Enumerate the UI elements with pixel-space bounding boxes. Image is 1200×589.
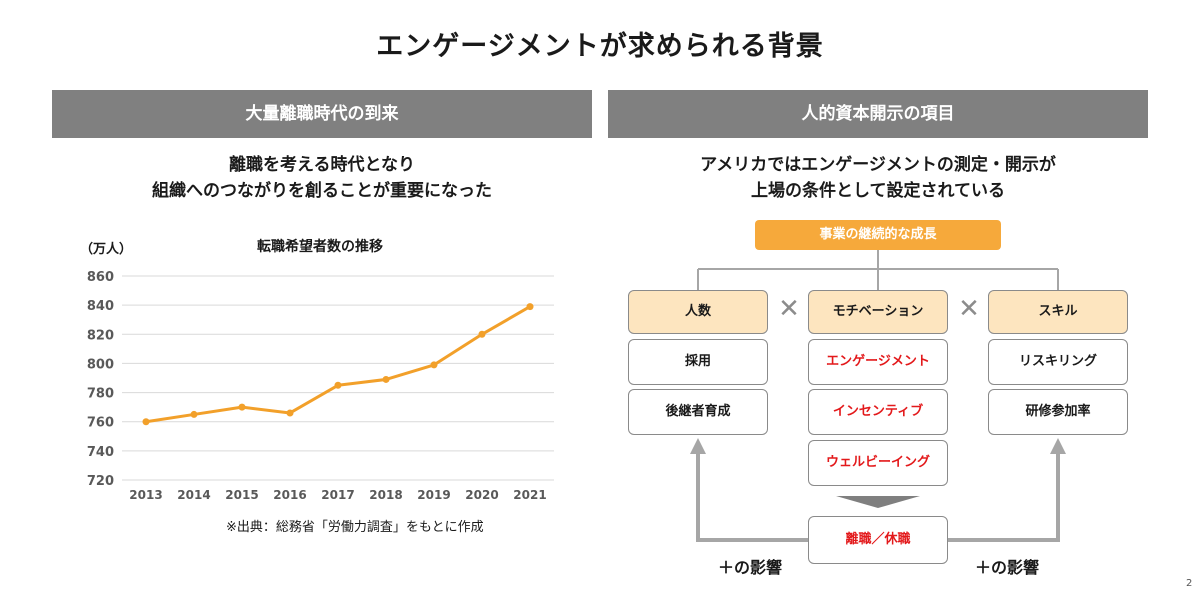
data-point [238, 403, 246, 411]
feedback-arrow-right [948, 452, 1060, 542]
head-headcount: 人数 [628, 290, 768, 334]
left-lead-line-2: 組織へのつながりを創ることが重要になった [152, 181, 492, 201]
chart-y-unit: （万人） [80, 242, 133, 257]
item-succession: 後継者育成 [628, 389, 768, 435]
y-tick-label: 860 [87, 270, 114, 285]
times-icon: ✕ [778, 294, 800, 324]
y-tick-label: 820 [87, 328, 114, 343]
effect-label-left: ＋の影響 [718, 558, 783, 577]
chart-source: ※出典：総務省「労働力調査」をもとに作成 [226, 520, 484, 535]
data-point [430, 361, 438, 369]
head-motivation: モチベーション [808, 290, 948, 334]
item-incentive: インセンティブ [808, 389, 948, 435]
data-point [478, 330, 486, 338]
right-lead-text: アメリカではエンゲージメントの測定・開示が 上場の条件として設定されている [608, 152, 1148, 204]
y-tick-label: 740 [87, 445, 114, 460]
y-tick-label: 760 [87, 416, 114, 431]
y-tick-label: 780 [87, 387, 114, 402]
x-tick-label: 2018 [369, 488, 402, 502]
head-skill: スキル [988, 290, 1128, 334]
item-engagement: エンゲージメント [808, 339, 948, 385]
x-tick-label: 2019 [417, 488, 450, 502]
y-tick-label: 720 [87, 474, 114, 489]
right-lead-line-1: アメリカではエンゲージメントの測定・開示が [700, 155, 1056, 175]
item-wellbeing: ウェルビーイング [808, 440, 948, 486]
feedback-arrow-left [696, 452, 808, 542]
right-section-header: 人的資本開示の項目 [608, 90, 1148, 138]
y-tick-label: 800 [87, 357, 114, 372]
x-tick-label: 2020 [465, 488, 498, 502]
arrowhead-right-icon [1050, 438, 1066, 454]
outcome-box: 離職／休職 [808, 516, 948, 564]
left-section-header: 大量離職時代の到来 [52, 90, 592, 138]
data-point [334, 381, 342, 389]
arrowhead-left-icon [690, 438, 706, 454]
item-training-rate: 研修参加率 [988, 389, 1128, 435]
page-number: 2 [1186, 578, 1193, 589]
data-point [286, 409, 294, 417]
x-tick-label: 2017 [321, 488, 354, 502]
chart-title: 転職希望者数の推移 [257, 239, 383, 255]
left-lead-line-1: 離職を考える時代となり [229, 155, 415, 175]
effect-label-right: ＋の影響 [975, 558, 1040, 577]
data-point [382, 375, 390, 383]
page-title: エンゲージメントが求められる背景 [376, 31, 824, 62]
right-lead-line-2: 上場の条件として設定されている [751, 181, 1005, 201]
item-reskilling: リスキリング [988, 339, 1128, 385]
goal-box: 事業の継続的な成長 [755, 220, 1001, 250]
data-point [526, 303, 534, 311]
x-tick-label: 2013 [129, 488, 162, 502]
item-recruitment: 採用 [628, 339, 768, 385]
x-tick-label: 2021 [513, 488, 546, 502]
down-chevron-icon [836, 496, 920, 508]
times-icon: ✕ [958, 294, 980, 324]
y-tick-label: 840 [87, 299, 114, 314]
x-tick-label: 2015 [225, 488, 258, 502]
left-lead-text: 離職を考える時代となり 組織へのつながりを創ることが重要になった [52, 152, 592, 204]
x-tick-label: 2016 [273, 488, 306, 502]
data-point [142, 418, 150, 426]
line-chart: 860 840 820 800 780 760 740 720 2013 2014 2015 2016… [87, 270, 554, 502]
x-tick-label: 2014 [177, 488, 210, 502]
data-point [190, 410, 198, 418]
